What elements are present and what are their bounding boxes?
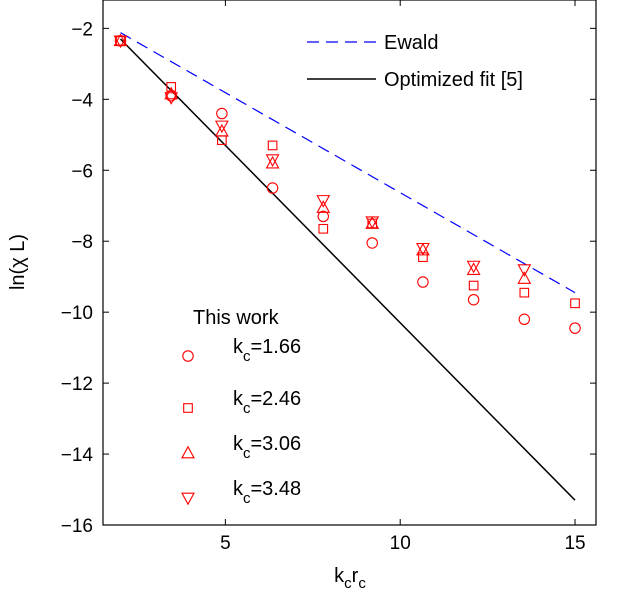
data-point-triangle-down [113,35,128,49]
data-point-triangle-down [164,92,179,105]
legend-sub: c [243,348,251,365]
data-point-circle [417,276,429,288]
legend-k: k [233,478,244,500]
legend-marker-circle [182,350,194,362]
data-point-triangle-down [517,264,532,277]
y-tick-label: −2 [71,19,93,40]
legend-k: k [233,336,244,358]
data-point-square [418,252,428,263]
x-label-sub2: c [358,575,366,592]
y-tick-label: −14 [61,445,94,466]
legend-series-label: kc=3.48 [233,478,301,507]
data-point-square [267,140,278,151]
data-point-triangle-up [466,262,481,275]
data-point-circle [165,90,177,102]
y-axis-label: ln(χ L) [7,234,29,290]
y-tick-label: −4 [71,90,93,111]
ewald-line [120,32,576,294]
legend-sub: c [243,445,251,462]
data-point-circle [317,210,330,223]
data-point-triangle-down [316,195,331,208]
y-tick-label: −6 [71,161,93,182]
legend-series-label: kc=2.46 [233,388,301,417]
x-tick-label: 15 [564,533,585,554]
data-point-square [519,287,530,298]
data-point-triangle-down [214,120,229,134]
legend-k: k [233,433,244,455]
axes-box [102,0,597,526]
legend-k: k [233,388,244,410]
data-point-square [468,280,479,291]
data-point-triangle-up [316,200,331,213]
data-point-circle [366,237,378,249]
data-point-circle [569,322,581,334]
legend-value: =3.06 [251,433,302,455]
data-point-circle [518,313,531,326]
data-point-square [570,298,580,309]
y-tick-label: −8 [71,232,93,253]
legend-series-label: kc=3.06 [233,433,301,462]
x-axis-label: kcrc [334,565,366,592]
data-point-square [318,223,329,234]
x-label-r: r [352,565,359,587]
data-point-triangle-down [466,260,481,274]
legend-fit-label: Optimized fit [5] [384,69,523,91]
y-tick-label: −16 [61,516,93,537]
ticks-layer: 5 10 15 −16 −14 −12 −10 −8 −6 −4 −2 [61,0,596,554]
line-legend: Ewald Optimized fit [5] [307,32,523,91]
data-point-square [166,82,177,92]
data-point-square [217,135,227,145]
x-tick-label: 10 [390,533,411,554]
legend-ewald-label: Ewald [384,32,438,54]
data-point-circle [467,293,480,306]
y-tick-label: −10 [61,303,93,324]
legend-sub: c [243,490,251,507]
data-point-triangle-up [113,33,128,47]
data-point-triangle-down [265,154,280,167]
legend-series-label: kc=1.66 [233,336,301,365]
x-label-sub1: c [344,575,352,592]
legend-value: =2.46 [251,388,302,410]
data-point-triangle-down [415,242,430,256]
legend-marker-triangle-down [181,492,195,506]
lines-layer [119,32,576,501]
scatter-legend-title: This work [193,307,280,329]
x-tick-label: 5 [220,533,231,554]
markers-layer [113,33,581,334]
data-point-triangle-up [214,123,229,137]
optimized-fit-line [119,38,576,501]
legend-marker-triangle-up [181,445,195,459]
x-label-k: k [334,565,345,587]
data-point-triangle-up [164,86,179,100]
data-point-circle [266,182,279,194]
legend-value: =1.66 [251,336,302,358]
data-point-triangle-up [517,271,532,284]
y-tick-label: −12 [61,374,93,395]
legend-sub: c [243,400,251,417]
data-point-triangle-down [365,216,380,230]
data-point-triangle-up [265,155,280,169]
legend-marker-square [183,403,193,413]
data-point-circle [216,107,228,120]
plot-area-group [113,32,581,501]
legend-value: =3.48 [251,478,302,500]
